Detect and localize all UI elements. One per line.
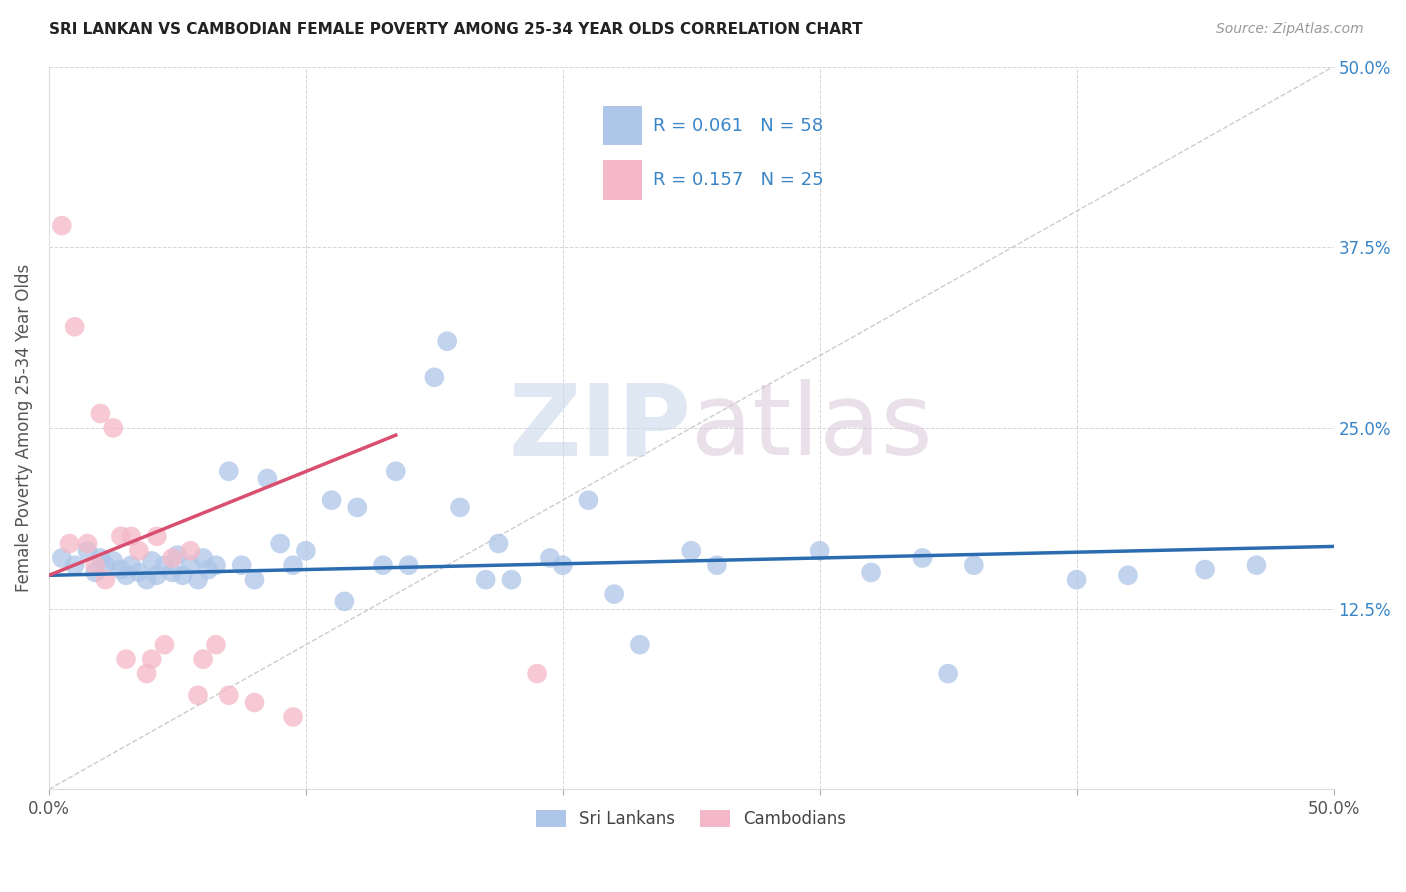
Point — [110, 563, 132, 577]
Point — [578, 493, 600, 508]
Point — [63, 319, 86, 334]
Point — [218, 464, 240, 478]
Y-axis label: Female Poverty Among 25-34 Year Olds: Female Poverty Among 25-34 Year Olds — [15, 264, 32, 592]
Point — [135, 573, 157, 587]
Point — [146, 568, 169, 582]
Point — [385, 464, 408, 478]
Point — [231, 558, 253, 573]
Point — [243, 573, 266, 587]
Point — [628, 638, 651, 652]
Point — [162, 551, 184, 566]
Point — [501, 573, 523, 587]
Point — [128, 566, 150, 580]
Point — [153, 558, 176, 573]
Point — [153, 638, 176, 652]
Point — [179, 558, 201, 573]
Point — [321, 493, 343, 508]
Point — [936, 666, 959, 681]
Point — [58, 536, 80, 550]
Point — [603, 587, 626, 601]
Point — [187, 573, 209, 587]
Point — [474, 573, 496, 587]
Point — [551, 558, 574, 573]
Point — [436, 334, 458, 349]
Point — [103, 554, 125, 568]
Text: atlas: atlas — [692, 379, 932, 476]
Point — [51, 219, 73, 233]
Point — [63, 558, 86, 573]
Point — [449, 500, 471, 515]
Point — [860, 566, 883, 580]
Legend: Sri Lankans, Cambodians: Sri Lankans, Cambodians — [529, 804, 853, 835]
Point — [115, 568, 138, 582]
Point — [269, 536, 291, 550]
Point — [172, 568, 194, 582]
Point — [84, 558, 107, 573]
Point — [526, 666, 548, 681]
Point — [1066, 573, 1088, 587]
Point — [205, 638, 228, 652]
Text: Source: ZipAtlas.com: Source: ZipAtlas.com — [1216, 22, 1364, 37]
Point — [135, 666, 157, 681]
Point — [120, 558, 142, 573]
Point — [1116, 568, 1139, 582]
Point — [89, 551, 111, 566]
Point — [94, 573, 117, 587]
Point — [281, 710, 304, 724]
Point — [94, 558, 117, 573]
Point — [179, 543, 201, 558]
Point — [963, 558, 986, 573]
Text: SRI LANKAN VS CAMBODIAN FEMALE POVERTY AMONG 25-34 YEAR OLDS CORRELATION CHART: SRI LANKAN VS CAMBODIAN FEMALE POVERTY A… — [49, 22, 863, 37]
Point — [76, 543, 98, 558]
Point — [256, 471, 278, 485]
Point — [1194, 563, 1216, 577]
Point — [110, 529, 132, 543]
Point — [76, 536, 98, 550]
Point — [84, 566, 107, 580]
Point — [538, 551, 561, 566]
Text: ZIP: ZIP — [509, 379, 692, 476]
Point — [115, 652, 138, 666]
Point — [1246, 558, 1268, 573]
Point — [120, 529, 142, 543]
Point — [187, 688, 209, 702]
Point — [681, 543, 703, 558]
Point — [162, 566, 184, 580]
Point — [146, 529, 169, 543]
Point — [166, 548, 188, 562]
Point — [205, 558, 228, 573]
Point — [706, 558, 728, 573]
Point — [371, 558, 394, 573]
Point — [398, 558, 420, 573]
Point — [333, 594, 356, 608]
Point — [243, 696, 266, 710]
Point — [911, 551, 934, 566]
Point — [141, 554, 163, 568]
Point — [89, 407, 111, 421]
Point — [191, 551, 214, 566]
Point — [128, 543, 150, 558]
Point — [808, 543, 831, 558]
Point — [141, 652, 163, 666]
Point — [103, 421, 125, 435]
Point — [423, 370, 446, 384]
Point — [191, 652, 214, 666]
Point — [346, 500, 368, 515]
Point — [197, 563, 219, 577]
Point — [295, 543, 318, 558]
Point — [488, 536, 510, 550]
Point — [281, 558, 304, 573]
Point — [51, 551, 73, 566]
Point — [218, 688, 240, 702]
